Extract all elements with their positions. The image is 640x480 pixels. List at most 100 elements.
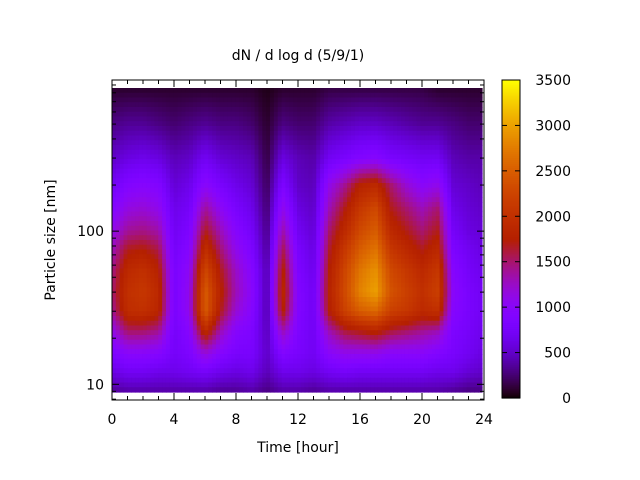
heatmap-cell xyxy=(169,320,175,327)
heatmap-cell xyxy=(219,278,225,284)
heatmap-cell xyxy=(142,126,148,132)
heatmap-cell xyxy=(397,268,402,274)
heatmap-cell xyxy=(192,278,198,284)
heatmap-cell xyxy=(385,140,391,146)
heatmap-cell xyxy=(304,325,310,331)
heatmap-cell xyxy=(316,216,321,222)
heatmap-cell xyxy=(231,187,236,194)
heatmap-cell xyxy=(431,107,437,113)
heatmap-cell xyxy=(200,292,206,298)
heatmap-cell xyxy=(127,273,132,279)
heatmap-cell xyxy=(239,164,244,170)
heatmap-cell xyxy=(189,292,194,298)
heatmap-cell xyxy=(354,97,360,103)
heatmap-cell xyxy=(123,140,129,146)
heatmap-cell xyxy=(285,92,290,99)
heatmap-cell xyxy=(327,225,333,232)
heatmap-cell xyxy=(466,254,472,260)
heatmap-cell xyxy=(331,149,337,156)
heatmap-cell xyxy=(185,325,190,331)
heatmap-cell xyxy=(138,111,144,118)
heatmap-cell xyxy=(358,187,364,194)
heatmap-cell xyxy=(335,197,340,203)
heatmap-cell xyxy=(273,126,279,132)
heatmap-cell xyxy=(466,154,472,160)
heatmap-cell xyxy=(254,88,260,94)
heatmap-cell xyxy=(235,107,240,113)
heatmap-cell xyxy=(169,154,175,160)
heatmap-cell xyxy=(189,107,194,113)
heatmap-cell xyxy=(389,92,394,99)
heatmap-cell xyxy=(131,211,136,217)
heatmap-cell xyxy=(370,168,375,175)
heatmap-cell xyxy=(185,259,190,265)
heatmap-cell xyxy=(362,235,367,241)
heatmap-cell xyxy=(123,335,129,341)
heatmap-cell xyxy=(358,111,364,118)
heatmap-cell xyxy=(177,187,182,194)
heatmap-cell xyxy=(208,102,213,108)
heatmap-cell xyxy=(246,107,252,113)
heatmap-cell xyxy=(131,192,136,198)
heatmap-cell xyxy=(377,311,383,317)
heatmap-cell xyxy=(223,211,229,217)
heatmap-cell xyxy=(281,102,287,108)
heatmap-cell xyxy=(266,320,271,327)
heatmap-cell xyxy=(162,126,167,132)
heatmap-cell xyxy=(424,273,429,279)
heatmap-cell xyxy=(127,249,132,255)
heatmap-cell xyxy=(262,249,267,255)
heatmap-cell xyxy=(115,211,121,217)
heatmap-cell xyxy=(189,164,194,170)
heatmap-cell xyxy=(327,325,333,331)
heatmap-cell xyxy=(343,187,348,194)
heatmap-cell xyxy=(204,107,209,113)
heatmap-cell xyxy=(297,259,302,265)
heatmap-cell xyxy=(281,325,287,331)
heatmap-cell xyxy=(316,263,321,270)
heatmap-cell xyxy=(258,116,263,122)
heatmap-cell xyxy=(474,230,479,236)
heatmap-cell xyxy=(366,126,371,132)
heatmap-cell xyxy=(123,178,129,184)
heatmap-cell xyxy=(177,178,182,184)
heatmap-cell xyxy=(216,154,221,160)
heatmap-cell xyxy=(343,249,348,255)
heatmap-cell xyxy=(412,168,418,175)
heatmap-cell xyxy=(312,249,317,255)
heatmap-cell xyxy=(451,273,456,279)
heatmap-cell xyxy=(312,292,317,298)
heatmap-cell xyxy=(192,273,198,279)
heatmap-cell xyxy=(381,278,387,284)
heatmap-cell xyxy=(293,230,298,236)
heatmap-cell xyxy=(212,278,217,284)
heatmap-cell xyxy=(138,178,144,184)
heatmap-cell xyxy=(478,263,483,270)
heatmap-cell xyxy=(239,154,244,160)
heatmap-cell xyxy=(115,259,121,265)
heatmap-cell xyxy=(135,244,140,251)
heatmap-cell xyxy=(185,249,190,255)
heatmap-cell xyxy=(451,259,456,265)
heatmap-cell xyxy=(135,183,140,189)
heatmap-cell xyxy=(320,306,325,312)
heatmap-cell xyxy=(169,121,175,127)
heatmap-cell xyxy=(231,192,236,198)
heatmap-cell xyxy=(424,287,429,293)
heatmap-cell xyxy=(462,197,468,203)
heatmap-cell xyxy=(443,306,448,312)
heatmap-cell xyxy=(254,221,260,227)
heatmap-cell xyxy=(447,206,452,213)
heatmap-cell xyxy=(354,102,360,108)
heatmap-cell xyxy=(142,259,148,265)
heatmap-cell xyxy=(385,92,391,99)
heatmap-cell xyxy=(466,211,472,217)
heatmap-cell xyxy=(266,130,271,137)
heatmap-cell xyxy=(154,97,159,103)
heatmap-cell xyxy=(377,97,383,103)
heatmap-cell xyxy=(127,230,132,236)
heatmap-cell xyxy=(216,282,221,289)
heatmap-cell xyxy=(320,97,325,103)
heatmap-cell xyxy=(169,206,175,213)
heatmap-cell xyxy=(478,316,483,322)
